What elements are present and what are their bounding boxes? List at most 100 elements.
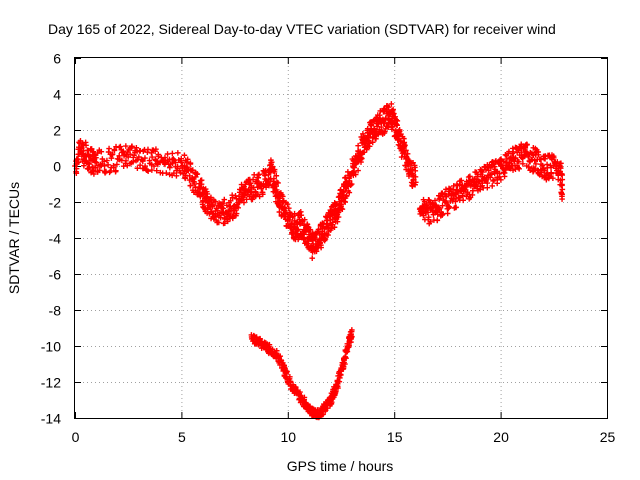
chart-title: Day 165 of 2022, Sidereal Day-to-day VTE… — [48, 21, 556, 37]
data-point — [149, 167, 155, 173]
data-point — [501, 167, 508, 173]
data-point — [120, 148, 127, 154]
y-tick-label: 4 — [53, 87, 61, 103]
data-point — [318, 244, 324, 251]
data-point — [233, 210, 240, 217]
data-point — [382, 128, 388, 135]
data-point — [390, 106, 396, 113]
data-point — [187, 182, 194, 189]
data-point — [230, 215, 236, 222]
data-point — [346, 189, 353, 196]
data-point — [366, 140, 372, 147]
data-point — [334, 218, 341, 225]
data-point — [412, 167, 419, 174]
data-point — [114, 161, 120, 168]
data-point — [153, 146, 159, 152]
data-point — [127, 151, 133, 157]
plot-frame — [74, 57, 608, 419]
data-point — [515, 164, 521, 171]
data-point — [243, 196, 250, 203]
data-point — [358, 154, 364, 161]
data-point — [229, 194, 236, 201]
data-point — [404, 151, 411, 157]
data-point — [360, 130, 366, 137]
data-point — [510, 149, 516, 155]
data-point — [335, 214, 342, 220]
data-point — [333, 201, 339, 207]
data-point — [392, 113, 398, 120]
data-point — [489, 183, 496, 189]
data-point — [402, 142, 408, 149]
data-point — [342, 174, 349, 181]
data-point — [90, 167, 96, 174]
data-point — [343, 355, 349, 361]
data-point — [197, 177, 204, 184]
data-point — [426, 197, 433, 204]
data-point — [402, 162, 408, 169]
data-point — [117, 143, 124, 150]
data-point — [153, 167, 160, 174]
data-point — [175, 150, 181, 156]
data-point — [388, 101, 395, 107]
data-point — [309, 255, 316, 261]
data-point — [371, 127, 378, 133]
data-point — [412, 179, 419, 186]
data-point — [538, 156, 544, 163]
data-point — [439, 211, 446, 217]
data-point — [271, 175, 277, 182]
x-axis-title: GPS time / hours — [287, 458, 394, 474]
data-point — [256, 193, 263, 200]
data-point — [250, 176, 256, 183]
data-point — [220, 200, 226, 206]
data-point — [273, 183, 279, 190]
data-point — [452, 198, 459, 205]
data-point — [533, 161, 539, 167]
data-point — [337, 375, 343, 381]
data-point — [231, 207, 238, 214]
data-point — [90, 148, 97, 155]
data-point — [123, 143, 129, 149]
data-point — [446, 203, 452, 210]
y-tick-label: -2 — [49, 195, 62, 211]
data-point — [297, 393, 304, 400]
data-point — [210, 202, 216, 208]
data-point — [516, 166, 522, 172]
data-point — [291, 210, 298, 217]
data-point — [275, 180, 281, 186]
data-point — [131, 152, 137, 159]
data-point — [355, 167, 361, 174]
data-point — [111, 146, 118, 153]
data-point — [342, 361, 348, 367]
data-point — [235, 205, 241, 211]
data-point — [559, 186, 566, 193]
data-point — [177, 169, 184, 176]
data-point — [75, 159, 82, 166]
data-point — [139, 158, 146, 164]
data-point — [442, 190, 448, 197]
data-point — [538, 169, 545, 176]
data-point — [403, 147, 409, 154]
data-point — [541, 167, 548, 174]
data-point — [285, 205, 292, 212]
data-point — [173, 173, 180, 179]
data-point — [94, 150, 101, 156]
data-point — [256, 171, 262, 178]
data-point — [221, 196, 228, 203]
data-point — [427, 218, 434, 225]
data-point — [391, 110, 397, 117]
data-point — [432, 197, 438, 204]
data-point — [301, 216, 308, 223]
x-tick-label: 5 — [178, 429, 186, 445]
data-point — [434, 217, 441, 223]
data-point — [348, 181, 355, 187]
x-tick-label: 20 — [493, 429, 509, 445]
data-point — [496, 174, 503, 180]
plot-area — [72, 101, 566, 421]
data-point — [77, 138, 84, 144]
data-point — [93, 154, 99, 161]
data-point — [298, 212, 305, 218]
data-point — [279, 193, 286, 200]
x-tick-label: 0 — [72, 429, 80, 445]
data-point — [557, 165, 564, 171]
